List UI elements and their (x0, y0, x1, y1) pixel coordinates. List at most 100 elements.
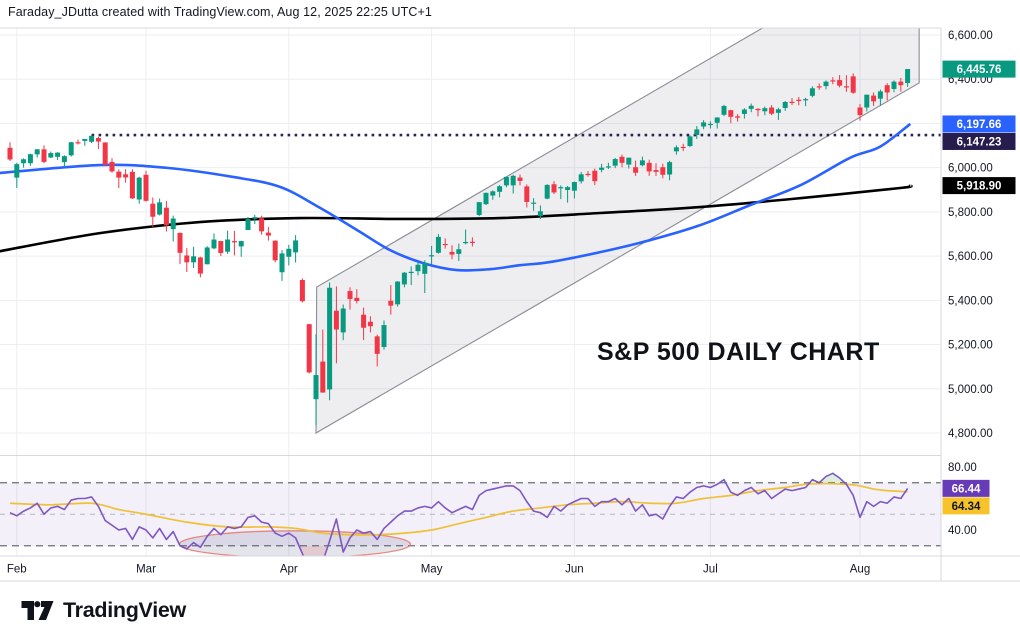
candle (333, 286, 339, 364)
candle (170, 215, 176, 242)
candle (449, 245, 455, 260)
candle (374, 334, 380, 367)
candle (89, 135, 95, 144)
candle (95, 136, 101, 150)
candle (578, 171, 584, 184)
candle (191, 246, 197, 269)
candle (762, 106, 768, 116)
rsi-badge-value: 66.44 (942, 479, 990, 497)
candle (286, 244, 292, 266)
candle (75, 139, 81, 145)
candle (163, 200, 169, 232)
candle (34, 149, 40, 158)
candle (381, 320, 387, 350)
rsi-badge-ma-value: 64.34 (942, 497, 990, 515)
tradingview-logo-text: TradingView (63, 598, 186, 622)
candle (687, 135, 693, 148)
candle (741, 108, 747, 119)
candle (755, 108, 761, 117)
candle (843, 75, 849, 92)
candle (714, 117, 720, 129)
candle (680, 143, 686, 152)
candlestick-series[interactable] (7, 69, 911, 426)
candle (673, 145, 679, 155)
candle (7, 142, 13, 162)
candle (565, 186, 571, 203)
candle (27, 153, 33, 166)
candle (667, 160, 673, 181)
candle (157, 198, 163, 216)
candle (857, 103, 863, 121)
candle (116, 169, 122, 189)
chart-canvas[interactable]: Feb Mar Apr May Jun Jul Aug 6,600.006,400.006,… (0, 0, 1020, 592)
candle (728, 109, 734, 124)
candle (184, 248, 190, 273)
price-axis-tick: 4,800.00 (948, 428, 993, 440)
candle (633, 160, 639, 176)
time-scale[interactable]: Feb Mar Apr May Jun Jul Aug (7, 564, 870, 576)
candle (41, 145, 47, 164)
candle (279, 250, 285, 281)
candle (497, 185, 503, 198)
time-axis-label: Jul (703, 564, 718, 576)
time-axis-label: Apr (280, 564, 298, 576)
candle (197, 256, 203, 278)
candle (259, 215, 265, 235)
candle (537, 205, 543, 220)
candle (905, 69, 911, 87)
rsi-pane[interactable] (0, 472, 941, 574)
candle (367, 316, 373, 333)
chart-title-annotation[interactable]: S&P 500 DAILY CHART (597, 338, 880, 366)
candle (313, 334, 319, 426)
candle (592, 168, 598, 186)
candle (653, 163, 659, 176)
moving-average-lines[interactable] (0, 122, 913, 272)
candle (347, 287, 353, 310)
svg-text:64.34: 64.34 (952, 501, 981, 513)
candle (476, 201, 482, 217)
price-badge-level-line: 6,147.23 (942, 132, 1016, 150)
candle (408, 266, 414, 286)
candle (524, 184, 530, 208)
ma-line-blue (0, 122, 912, 272)
candle (463, 229, 469, 245)
price-axis-tick: 5,400.00 (948, 295, 993, 307)
candle (585, 170, 591, 177)
price-axis-tick: 5,600.00 (948, 251, 993, 263)
candle (531, 198, 537, 211)
candle (748, 103, 754, 113)
tradingview-logo[interactable]: TradingView (20, 597, 186, 624)
candle (837, 75, 843, 88)
candle (129, 169, 135, 200)
rsi-axis-tick: 80.00 (948, 462, 977, 474)
candle (388, 285, 394, 315)
candle (864, 94, 870, 112)
candle (612, 157, 618, 169)
price-badge-blue-ma: 6,197.66 (942, 115, 1016, 133)
candle (102, 142, 108, 166)
candle (68, 141, 74, 157)
grid-lines (0, 28, 941, 556)
candle (218, 240, 224, 257)
candle (422, 260, 428, 294)
candle (442, 238, 448, 249)
candle (320, 329, 326, 393)
price-scale[interactable]: 6,600.006,400.006,200.006,000.005,800.00… (942, 30, 1016, 537)
candle (456, 243, 462, 261)
candle (701, 120, 707, 130)
candle (21, 158, 27, 168)
candle (551, 181, 557, 194)
candle (830, 77, 836, 85)
candle (293, 235, 299, 263)
pane-borders (0, 27, 1020, 582)
candle (803, 97, 809, 107)
svg-text:66.44: 66.44 (952, 483, 981, 495)
candle (823, 80, 829, 90)
candle (340, 304, 346, 341)
rsi-axis-tick: 40.00 (948, 525, 977, 537)
price-axis-tick: 6,000.00 (948, 163, 993, 175)
candle (626, 157, 632, 169)
parallel-channel-drawing[interactable] (315, 0, 920, 434)
candle (327, 282, 333, 401)
